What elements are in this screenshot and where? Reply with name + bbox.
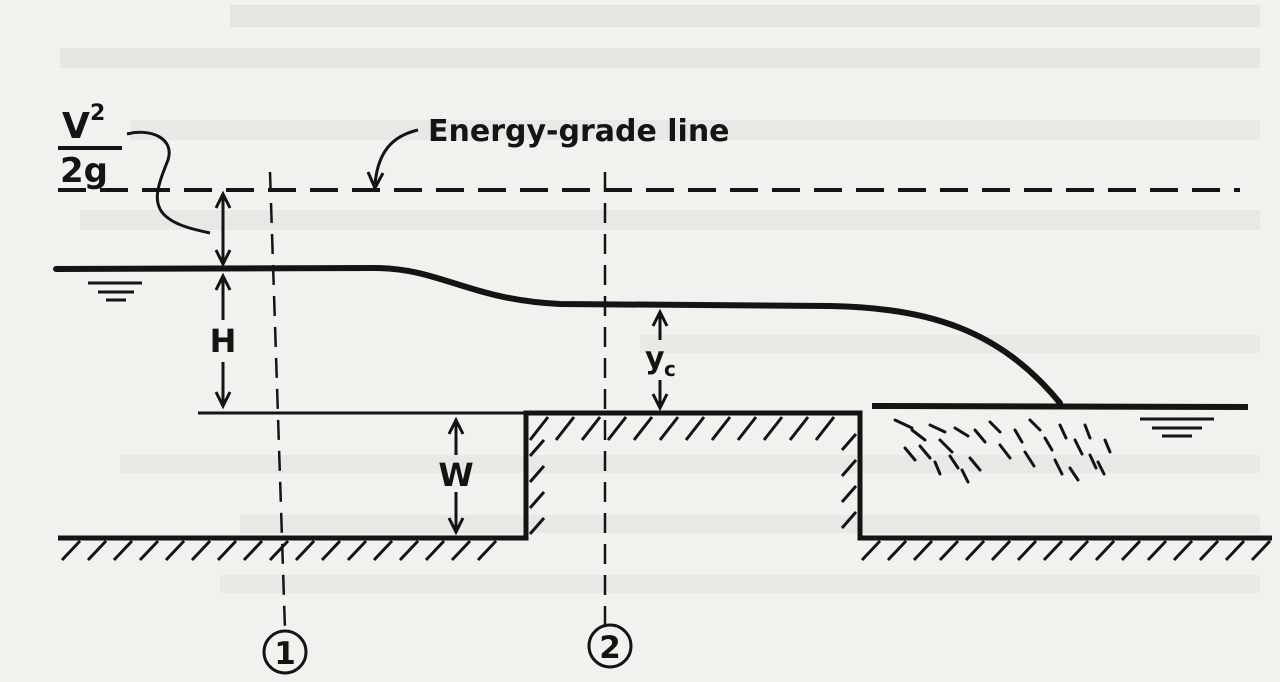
section-2-label: 2 xyxy=(599,630,621,666)
energy-grade-line-label: Energy-grade line xyxy=(428,114,730,149)
velocity-head-leader xyxy=(126,130,211,235)
critical-depth-subscript: c xyxy=(664,357,676,381)
velocity-head-label: V 2 2g xyxy=(58,101,211,235)
velocity-symbol: V xyxy=(62,106,90,147)
downstream-water-surface-symbol xyxy=(1140,417,1214,438)
section-marker-2: 2 xyxy=(587,623,633,669)
energy-grade-callout: Energy-grade line xyxy=(366,114,730,192)
section-1-label: 1 xyxy=(274,636,296,672)
weir-block-outline xyxy=(58,410,1272,541)
section-marker-1: 1 xyxy=(262,629,308,675)
head-dimension: H xyxy=(210,272,237,410)
turbulent-overflow xyxy=(893,418,1112,484)
velocity-head-dimension xyxy=(214,190,232,268)
upstream-water-surface-symbol xyxy=(88,281,142,302)
weir-height-label: W xyxy=(438,456,473,494)
gravity-term: 2g xyxy=(60,151,108,191)
water-surface-profile xyxy=(53,264,1063,406)
tailwater-surface xyxy=(871,403,1249,410)
head-label: H xyxy=(210,322,237,360)
energy-grade-leader xyxy=(373,128,419,185)
page-show-through xyxy=(60,5,1260,593)
weir-height-dimension: W xyxy=(438,416,474,536)
critical-depth-symbol: y xyxy=(645,341,665,376)
weir-hatching xyxy=(528,416,858,535)
channel-bed-hatching xyxy=(60,539,1272,562)
section-line-1 xyxy=(268,171,287,631)
velocity-exponent: 2 xyxy=(90,101,105,126)
energy-grade-arrowhead xyxy=(366,171,385,192)
critical-depth-dimension: y c xyxy=(645,308,676,412)
